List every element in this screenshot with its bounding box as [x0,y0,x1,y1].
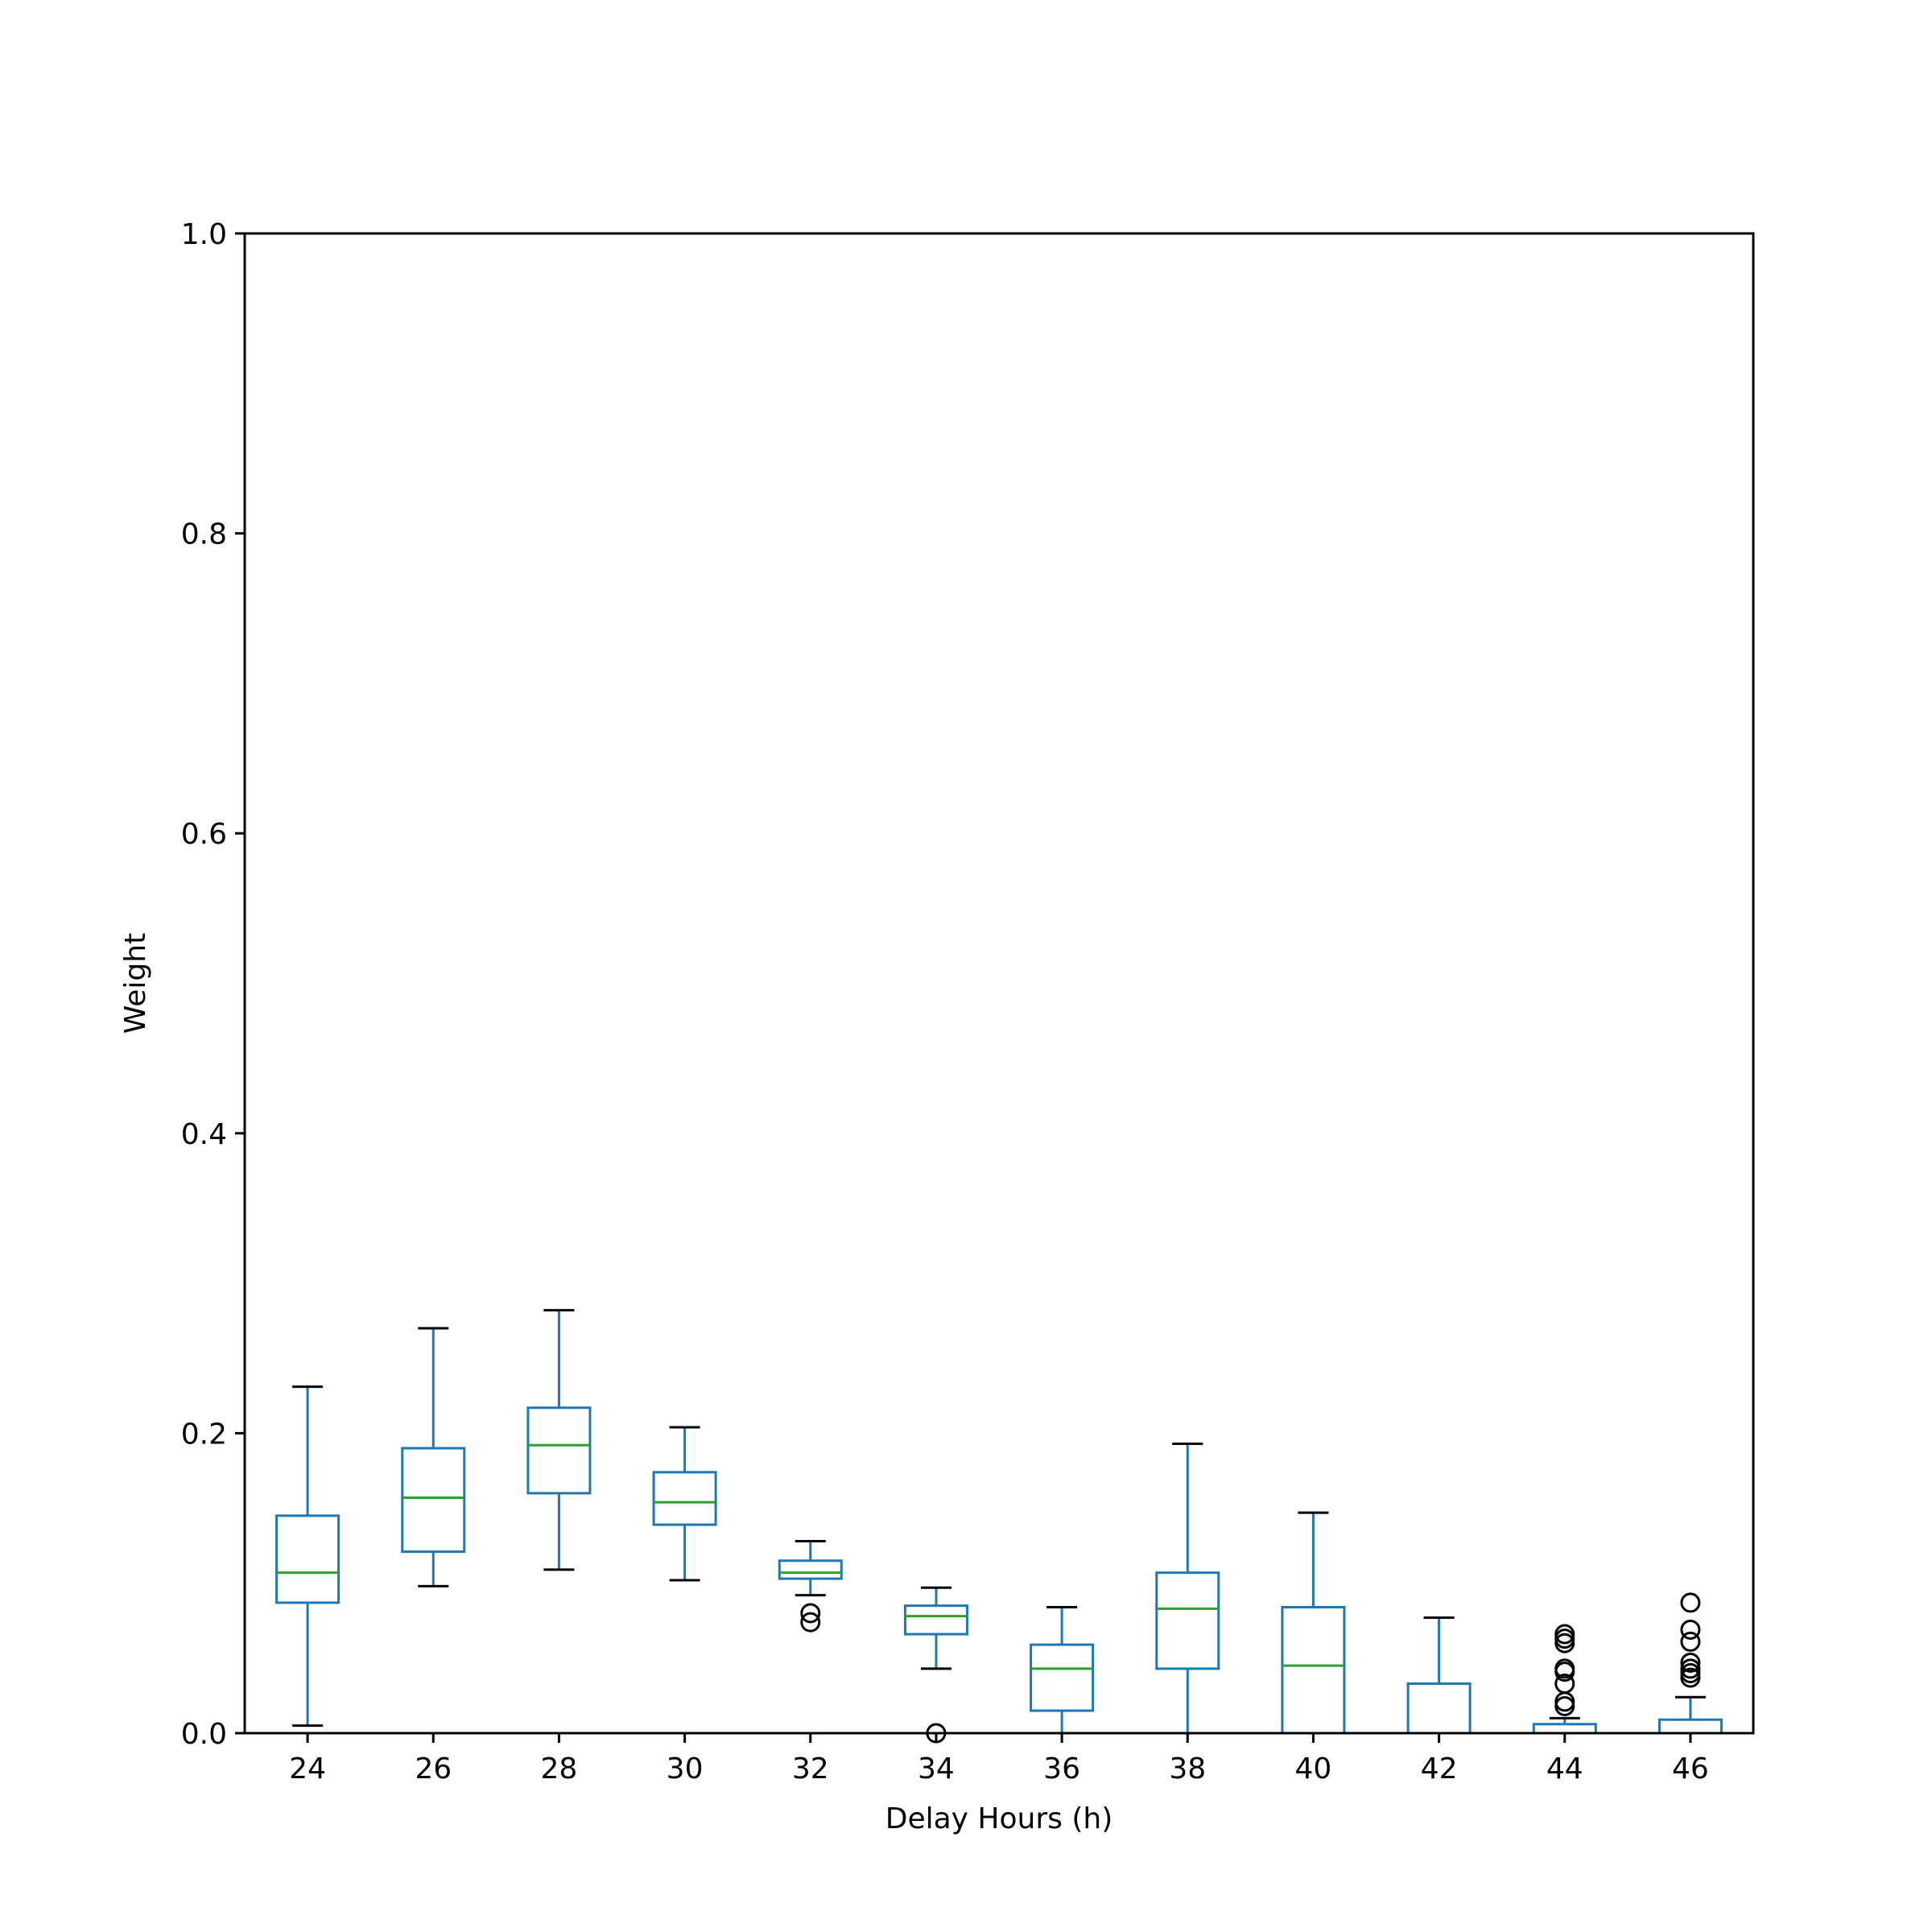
x-tick-label: 42 [1421,1752,1458,1785]
x-tick-label: 24 [289,1752,326,1785]
x-tick-label: 46 [1672,1752,1709,1785]
axes-frame [243,232,1755,1735]
box-group-42 [1406,1616,1472,1735]
box-group-28 [526,1309,592,1571]
outlier-point [1554,1658,1575,1679]
box-group-36 [1030,1606,1095,1735]
y-tick-label: 0.4 [181,1118,227,1151]
outlier-point [1554,1624,1575,1645]
y-tick-label: 0.0 [181,1718,227,1751]
outlier-point [1680,1658,1701,1679]
x-tick-label: 30 [667,1752,704,1785]
iqr-box [1406,1682,1472,1735]
y-tick-label: 0.2 [181,1418,227,1451]
box-group-38 [1155,1442,1220,1735]
iqr-box [1532,1723,1597,1735]
outlier-point [800,1603,821,1624]
x-tick-label: 36 [1043,1752,1080,1785]
x-tick-label: 28 [541,1752,578,1785]
iqr-box [275,1514,341,1604]
box-group-40 [1281,1511,1346,1735]
plot-area [275,1309,1723,1744]
y-axis: 0.0 0.2 0.4 0.6 0.8 1.0 [181,218,245,1751]
x-tick-label: 34 [918,1752,955,1785]
y-tick-label: 1.0 [181,218,227,251]
outlier-point [800,1612,821,1633]
iqr-box [1155,1571,1220,1670]
outlier-point [1680,1652,1701,1673]
x-tick-label: 32 [792,1752,829,1785]
box-group-26 [401,1327,466,1587]
iqr-box [1030,1643,1095,1712]
box-group-34 [903,1586,968,1744]
iqr-box [526,1406,592,1495]
box-group-32 [778,1540,843,1633]
box-group-44 [1532,1624,1597,1735]
x-axis: 24 26 28 30 32 34 36 38 40 42 44 46 [289,1733,1709,1785]
iqr-box [903,1604,968,1636]
box-group-46 [1657,1592,1723,1735]
x-tick-label: 26 [415,1752,452,1785]
iqr-box [1281,1606,1346,1735]
outlier-point [1680,1631,1701,1652]
x-tick-label: 44 [1546,1752,1583,1785]
box-group-24 [275,1385,341,1728]
x-axis-label: Delay Hours (h) [886,1802,1113,1835]
outlier-point [1680,1592,1701,1613]
x-tick-label: 40 [1295,1752,1332,1785]
outlier-point [1554,1674,1575,1695]
iqr-box [401,1447,466,1554]
x-tick-label: 38 [1169,1752,1206,1785]
outlier-point [1680,1619,1701,1640]
iqr-box [778,1559,843,1580]
box-group-30 [652,1426,717,1582]
y-tick-label: 0.6 [181,818,227,851]
iqr-box [652,1471,717,1526]
y-axis-label: Weight [119,933,152,1034]
iqr-box [1657,1718,1723,1735]
y-tick-label: 0.8 [181,518,227,551]
